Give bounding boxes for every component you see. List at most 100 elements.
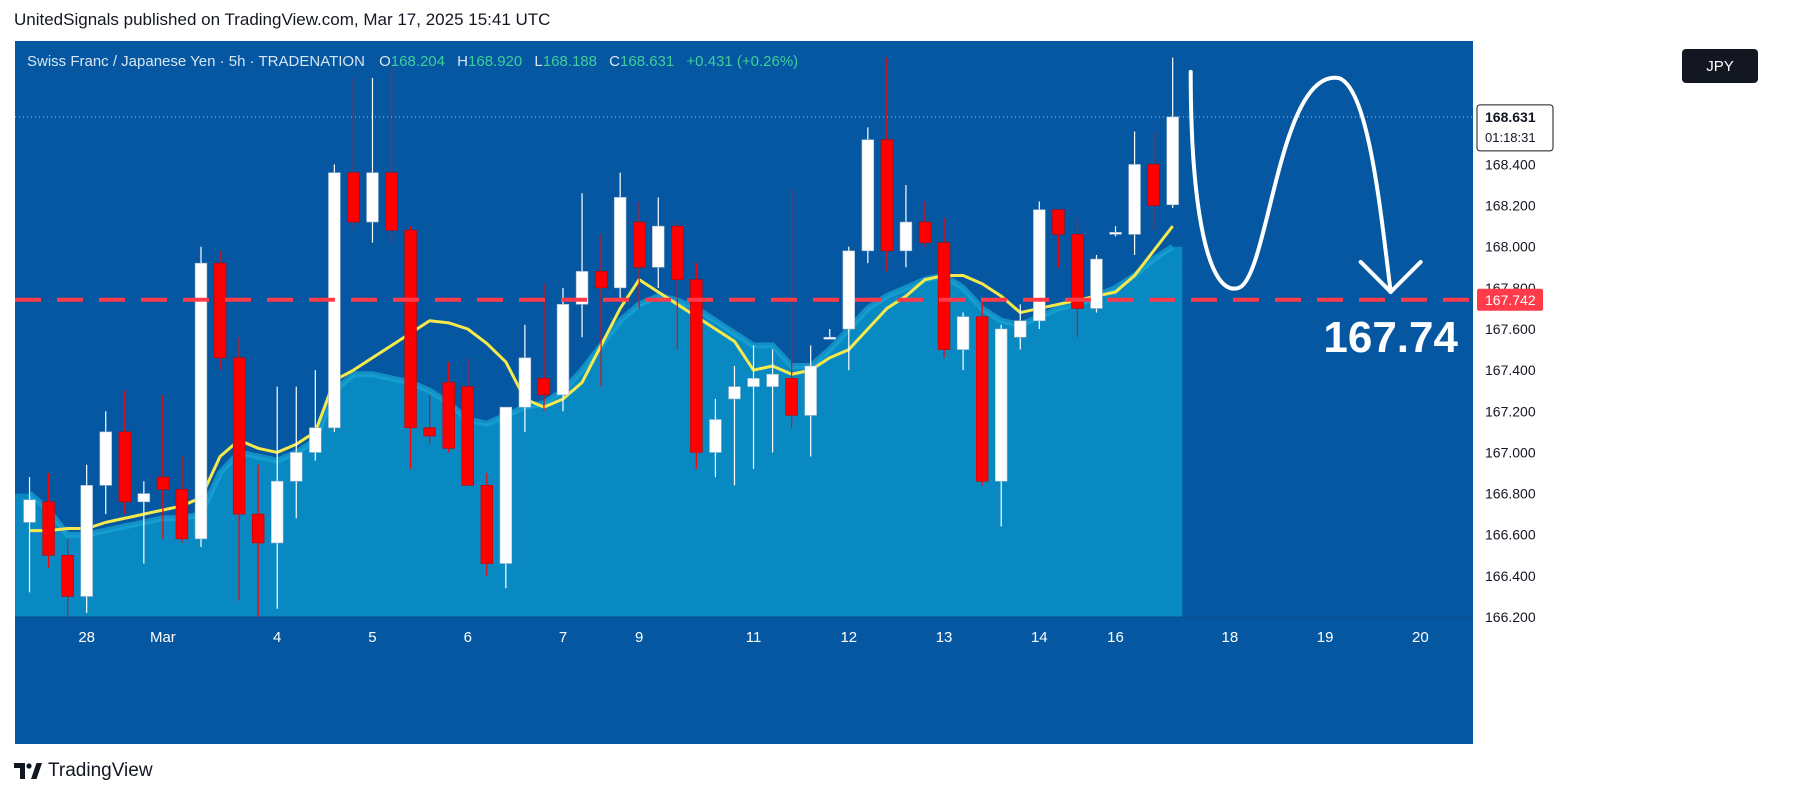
candle-down xyxy=(175,489,189,540)
candle-down xyxy=(1147,164,1160,206)
candle-up xyxy=(575,271,589,305)
level-badge-text: 167.742 xyxy=(1485,292,1536,308)
chart-canvas[interactable]: 167.74 166.200 166.400 166.600 166.800 167.0… xyxy=(15,41,1778,744)
candle-down xyxy=(251,513,265,544)
candle-up xyxy=(1128,164,1141,235)
candle-up xyxy=(1033,209,1046,322)
candle-up xyxy=(728,386,741,400)
price-tick-label: 167.000 xyxy=(1485,444,1536,460)
axis-layer: 166.200 166.400 166.600 166.800 167.000 167.2… xyxy=(15,41,1778,744)
candle-down xyxy=(785,378,798,416)
candle-up xyxy=(956,316,970,350)
candle-up xyxy=(1109,232,1122,235)
candle-up xyxy=(766,373,779,387)
candle-down xyxy=(594,271,608,289)
candle-down xyxy=(918,221,932,243)
chart-legend: Swiss Franc / Japanese Yen · 5h · TRADEN… xyxy=(27,53,798,70)
time-tick-label: 20 xyxy=(1412,629,1429,646)
candle-down xyxy=(480,485,493,564)
last-price-badge xyxy=(1476,104,1554,152)
time-tick-label: 9 xyxy=(635,629,643,646)
candle-up xyxy=(194,262,208,540)
candle-up xyxy=(1166,116,1179,206)
candle-down xyxy=(423,427,436,437)
legend-high-label: H xyxy=(457,53,469,70)
candle-up xyxy=(1014,320,1027,338)
legend-low-label: L xyxy=(534,53,543,70)
price-tick-label: 166.600 xyxy=(1485,527,1536,543)
time-tick-label: 6 xyxy=(464,629,472,646)
candle-up xyxy=(271,480,284,544)
legend-open: 168.204 xyxy=(390,53,445,70)
price-tick-label: 166.200 xyxy=(1485,609,1536,625)
candle-down xyxy=(213,262,227,359)
forecast-arrowhead xyxy=(1358,259,1423,294)
candle-down xyxy=(385,172,398,231)
candle-up xyxy=(518,357,532,408)
candle-down xyxy=(404,229,417,429)
footer: TradingView xyxy=(14,760,153,782)
price-axis-bg xyxy=(1473,41,1778,744)
currency-button[interactable]: JPY xyxy=(1682,49,1758,83)
forecast-curve xyxy=(1188,69,1393,294)
price-tick-label: 167.600 xyxy=(1485,321,1536,337)
candle-up xyxy=(23,499,36,523)
candle-down xyxy=(347,172,360,223)
legend-open-label: O xyxy=(379,53,391,70)
candle-down xyxy=(880,139,894,252)
footer-brand[interactable]: TradingView xyxy=(48,760,153,781)
countdown-text: 01:18:31 xyxy=(1485,130,1536,145)
publisher-line: UnitedSignals published on TradingView.c… xyxy=(14,10,551,29)
legend-close-label: C xyxy=(609,53,621,70)
time-axis-bg xyxy=(15,617,1473,744)
candle-down xyxy=(118,431,131,503)
candle-down xyxy=(537,378,551,396)
candle-up xyxy=(747,378,760,387)
candle-up xyxy=(899,221,913,252)
time-tick-label: 16 xyxy=(1107,629,1124,646)
time-tick-label: Mar xyxy=(150,629,176,646)
time-tick-label: 13 xyxy=(936,629,953,646)
candle-up xyxy=(80,485,93,597)
candle-up xyxy=(499,406,513,564)
candle-up xyxy=(309,427,322,453)
level-badge xyxy=(1477,288,1543,311)
legend-low: 168.188 xyxy=(542,53,597,70)
time-tick-label: 7 xyxy=(559,629,567,646)
candle-up xyxy=(613,197,627,289)
candle-down xyxy=(1052,209,1065,235)
candle-down xyxy=(671,225,684,280)
target-annotation: 167.74 xyxy=(1323,313,1458,362)
chart-frame[interactable]: 167.74 166.200 166.400 166.600 166.800 167.0… xyxy=(15,41,1778,744)
candle-up xyxy=(842,250,855,330)
price-tick-label: 168.200 xyxy=(1485,198,1536,214)
candle-down xyxy=(1071,234,1084,309)
candle-layer xyxy=(23,57,1179,617)
legend-change: +0.431 (+0.26%) xyxy=(686,53,799,70)
candle-up xyxy=(861,139,875,252)
price-tick-label: 166.800 xyxy=(1485,486,1536,502)
candle-up xyxy=(804,365,817,416)
candle-down xyxy=(232,357,246,515)
legend-symbol: Swiss Franc / Japanese Yen · 5h · TRADEN… xyxy=(27,53,365,70)
price-tick-label: 168.000 xyxy=(1485,239,1536,255)
legend-close: 168.631 xyxy=(620,53,675,70)
candle-down xyxy=(975,316,989,482)
candle-down xyxy=(442,382,455,449)
time-tick-label: 5 xyxy=(368,629,376,646)
price-tick-label: 167.200 xyxy=(1485,403,1536,419)
candle-up xyxy=(823,336,836,340)
price-tick-label: 168.400 xyxy=(1485,156,1536,172)
candle-up xyxy=(709,419,722,453)
price-tick-label: 166.400 xyxy=(1485,568,1536,584)
time-tick-label: 18 xyxy=(1221,629,1238,646)
candle-up xyxy=(137,493,151,503)
area-fill xyxy=(15,246,1183,617)
candle-up xyxy=(290,452,303,482)
candle-up xyxy=(556,304,570,396)
candle-up xyxy=(366,172,379,223)
candle-down xyxy=(42,501,55,556)
legend-high: 168.920 xyxy=(468,53,523,70)
level-layer xyxy=(15,116,1473,302)
time-tick-label: 12 xyxy=(840,629,857,646)
